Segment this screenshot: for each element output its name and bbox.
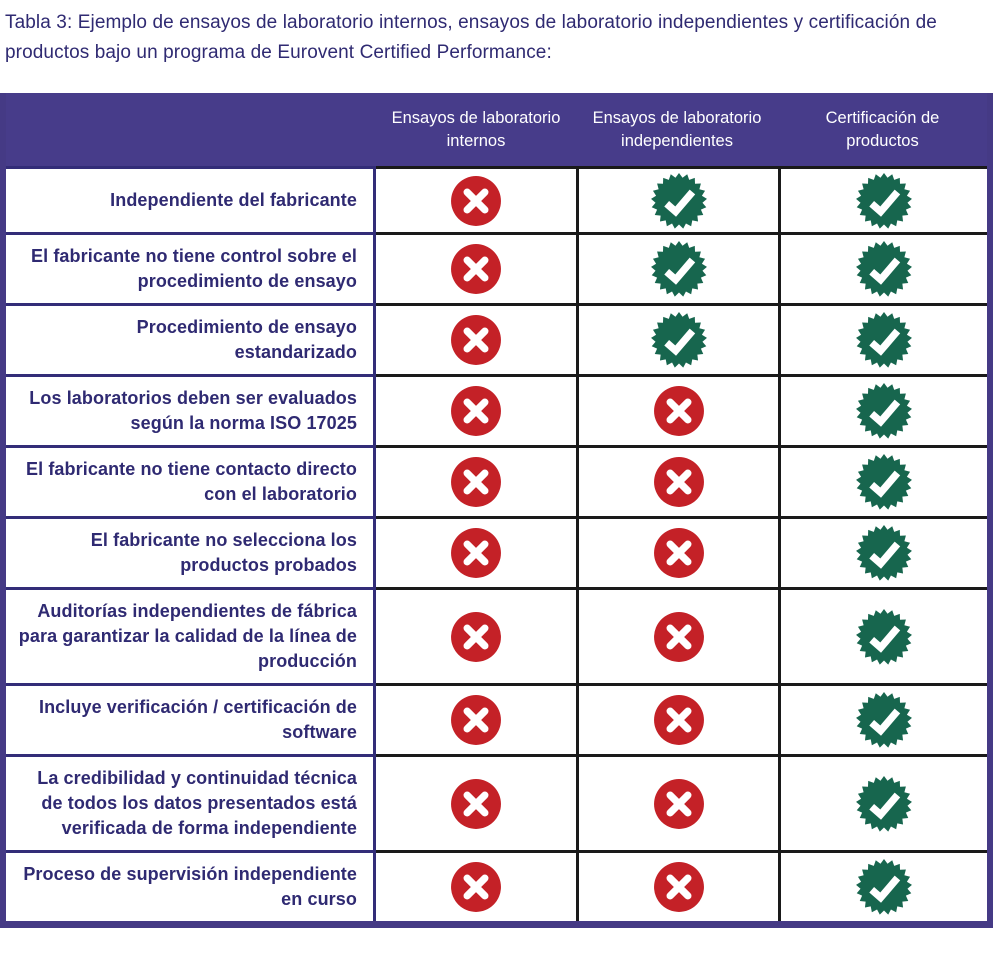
cell-independent-lab xyxy=(576,587,778,683)
row-label: Proceso de supervisión independiente en … xyxy=(6,850,376,921)
header-col-product-certification: Certificación de productos xyxy=(825,108,940,150)
row-label: Procedimiento de ensayo estandarizado xyxy=(6,303,376,374)
cell-internal-lab xyxy=(376,683,576,754)
cell-internal-lab xyxy=(376,850,576,921)
cross-icon xyxy=(451,528,501,578)
cell-independent-lab xyxy=(576,303,778,374)
check-seal-icon xyxy=(856,859,912,915)
table-row: Proceso de supervisión independiente en … xyxy=(6,850,987,921)
cell-internal-lab xyxy=(376,587,576,683)
header-col-internal-lab-tests: Ensayos de laboratorio internos xyxy=(391,108,561,150)
check-seal-icon xyxy=(856,454,912,510)
row-label: El fabricante no tiene control sobre el … xyxy=(6,232,376,303)
row-label: El fabricante no selecciona los producto… xyxy=(6,516,376,587)
cell-certification xyxy=(778,587,987,683)
page: Tabla 3: Ejemplo de ensayos de laborator… xyxy=(0,8,1000,959)
cell-certification xyxy=(778,374,987,445)
cross-icon xyxy=(653,695,704,745)
table-body: Independiente del fabricante El fabrican… xyxy=(6,166,987,921)
cross-icon xyxy=(451,244,501,294)
cross-icon xyxy=(451,778,501,829)
cross-icon xyxy=(451,175,501,226)
table-row: Independiente del fabricante xyxy=(6,166,987,232)
cell-independent-lab xyxy=(576,850,778,921)
cell-internal-lab xyxy=(376,166,576,232)
table-row: Procedimiento de ensayo estandarizado xyxy=(6,303,987,374)
cell-internal-lab xyxy=(376,445,576,516)
table-row: Los laboratorios deben ser evaluados seg… xyxy=(6,374,987,445)
table-header-row: Ensayos de laboratorio internos Ensayos … xyxy=(6,93,987,166)
cell-internal-lab xyxy=(376,232,576,303)
check-seal-icon xyxy=(650,312,707,368)
cross-icon xyxy=(653,611,704,662)
check-seal-icon xyxy=(856,383,912,439)
check-seal-icon xyxy=(856,692,912,748)
row-label: La credibilidad y continuidad técnica de… xyxy=(6,754,376,850)
table-row: El fabricante no selecciona los producto… xyxy=(6,516,987,587)
check-seal-icon xyxy=(856,312,912,368)
cross-icon xyxy=(653,862,704,912)
table-row: El fabricante no tiene contacto directo … xyxy=(6,445,987,516)
cell-certification xyxy=(778,232,987,303)
row-label: Independiente del fabricante xyxy=(6,166,376,232)
page-title: Tabla 3: Ejemplo de ensayos de laborator… xyxy=(5,12,937,64)
cell-internal-lab xyxy=(376,516,576,587)
cross-icon xyxy=(451,695,501,745)
table-row: Auditorías independientes de fábrica par… xyxy=(6,587,987,683)
table-row: La credibilidad y continuidad técnica de… xyxy=(6,754,987,850)
cross-icon xyxy=(451,457,501,507)
check-seal-icon xyxy=(650,241,707,297)
cell-independent-lab xyxy=(576,232,778,303)
cell-certification xyxy=(778,754,987,850)
cross-icon xyxy=(451,386,501,436)
cell-certification xyxy=(778,445,987,516)
comparison-table: Ensayos de laboratorio internos Ensayos … xyxy=(0,93,993,928)
cell-independent-lab xyxy=(576,754,778,850)
table-row: Incluye verificación / certificación de … xyxy=(6,683,987,754)
table-row: El fabricante no tiene control sobre el … xyxy=(6,232,987,303)
check-seal-icon xyxy=(856,775,912,832)
cell-internal-lab xyxy=(376,374,576,445)
cross-icon xyxy=(451,611,501,662)
cell-internal-lab xyxy=(376,303,576,374)
cell-independent-lab xyxy=(576,166,778,232)
row-label: Los laboratorios deben ser evaluados seg… xyxy=(6,374,376,445)
cell-certification xyxy=(778,683,987,754)
cell-independent-lab xyxy=(576,683,778,754)
header-col-independent-lab-tests: Ensayos de laboratorio independientes xyxy=(592,108,762,150)
cell-independent-lab xyxy=(576,445,778,516)
cross-icon xyxy=(653,528,704,578)
cell-certification xyxy=(778,516,987,587)
cross-icon xyxy=(653,778,704,829)
cross-icon xyxy=(451,862,501,912)
row-label: El fabricante no tiene contacto directo … xyxy=(6,445,376,516)
row-label: Auditorías independientes de fábrica par… xyxy=(6,587,376,683)
check-seal-icon xyxy=(650,172,707,229)
cell-certification xyxy=(778,166,987,232)
check-seal-icon xyxy=(856,241,912,297)
cell-certification xyxy=(778,303,987,374)
check-seal-icon xyxy=(856,172,912,229)
check-seal-icon xyxy=(856,525,912,581)
cell-internal-lab xyxy=(376,754,576,850)
cross-icon xyxy=(653,457,704,507)
header-empty-cell xyxy=(6,93,376,166)
cross-icon xyxy=(451,315,501,365)
cell-independent-lab xyxy=(576,516,778,587)
check-seal-icon xyxy=(856,608,912,665)
row-label: Incluye verificación / certificación de … xyxy=(6,683,376,754)
cross-icon xyxy=(653,386,704,436)
cell-certification xyxy=(778,850,987,921)
cell-independent-lab xyxy=(576,374,778,445)
